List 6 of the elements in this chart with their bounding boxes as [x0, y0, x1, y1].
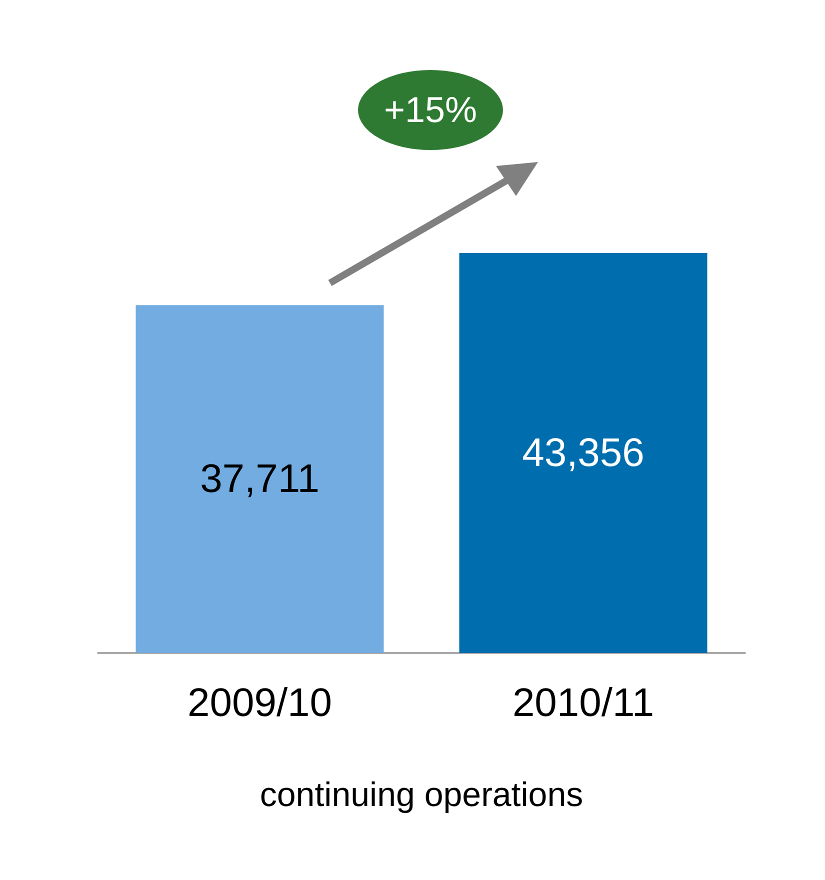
data-label: 37,711: [200, 457, 320, 502]
x-tick-label: 2009/10: [187, 681, 332, 725]
data-label: 43,356: [522, 431, 644, 475]
text: +15%: [384, 89, 478, 131]
x-axis-title: continuing operations: [260, 776, 584, 814]
x-tick-label: 2010/11: [512, 681, 654, 725]
